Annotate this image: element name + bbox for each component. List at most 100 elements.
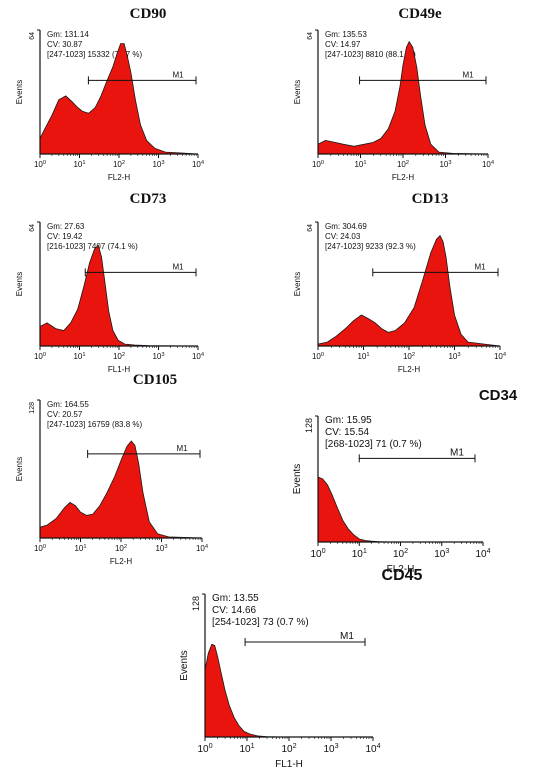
stats-line: [254-1023] 73 (0.7 %) <box>212 617 309 628</box>
x-tick-label: 104 <box>192 160 205 169</box>
chart-title: CD49e <box>398 6 442 22</box>
x-tick-label: 101 <box>354 160 366 169</box>
y-axis-label: Events <box>179 650 190 681</box>
x-tick-label: 102 <box>403 352 415 361</box>
x-tick-label: 102 <box>115 544 127 553</box>
y-axis-label: Events <box>15 80 24 104</box>
histogram-area <box>317 476 484 543</box>
stats-line: CV: 14.66 <box>212 605 257 616</box>
x-tick-label: 101 <box>74 544 86 553</box>
y-tick-label: 64 <box>29 32 36 40</box>
stats-line: [247-1023] 8810 (88.1 %) <box>325 50 416 59</box>
marker-m1-label: M1 <box>172 70 184 79</box>
stats-line: CV: 24.03 <box>325 232 361 241</box>
x-tick-label: 101 <box>239 741 254 755</box>
stats-line: [247-1023] 15332 (76.7 %) <box>47 50 143 59</box>
histogram-area <box>39 244 199 347</box>
y-axis-label: Events <box>15 272 24 296</box>
x-tick-label: 101 <box>357 352 369 361</box>
x-tick-label: 101 <box>73 352 85 361</box>
x-tick-label: 100 <box>312 160 324 169</box>
x-axis-label: FL2-H <box>387 564 415 575</box>
x-tick-label: 100 <box>34 160 46 169</box>
x-tick-label: 102 <box>397 160 409 169</box>
stats-line: Gm: 27.63 <box>47 222 85 231</box>
marker-m1-label: M1 <box>172 262 184 271</box>
stats-line: Gm: 131.14 <box>47 30 89 39</box>
stats-line: Gm: 304.69 <box>325 222 367 231</box>
stats-line: CV: 14.97 <box>325 40 361 49</box>
stats-line: [247-1023] 9233 (92.3 %) <box>325 242 416 251</box>
x-tick-label: 100 <box>197 741 212 755</box>
x-tick-label: 102 <box>393 546 408 560</box>
x-axis-label: FL1-H <box>275 759 303 769</box>
stats-line: Gm: 15.95 <box>325 415 372 426</box>
x-axis-label: FL2-H <box>392 173 414 182</box>
marker-m1-label: M1 <box>340 631 354 642</box>
x-tick-label: 104 <box>494 352 507 361</box>
x-tick-label: 103 <box>323 741 338 755</box>
x-tick-label: 104 <box>482 160 495 169</box>
x-tick-label: 102 <box>113 352 125 361</box>
y-axis-label: Events <box>15 457 24 481</box>
y-axis-label: Events <box>293 272 302 296</box>
histogram-area <box>204 643 374 738</box>
chart-title: CD73 <box>130 191 167 207</box>
x-tick-label: 100 <box>34 352 46 361</box>
x-tick-label: 103 <box>439 160 451 169</box>
stats-line: CV: 20.57 <box>47 410 83 419</box>
x-tick-label: 101 <box>73 160 85 169</box>
marker-m1-label: M1 <box>474 262 486 271</box>
stats-line: Gm: 164.55 <box>47 400 89 409</box>
x-tick-label: 103 <box>155 544 167 553</box>
x-tick-label: 104 <box>365 741 380 755</box>
y-tick-label: 64 <box>307 32 314 40</box>
x-tick-label: 101 <box>352 546 367 560</box>
histogram-area <box>39 43 199 155</box>
x-tick-label: 100 <box>34 544 46 553</box>
histogram-area <box>39 440 203 539</box>
stats-line: CV: 30.87 <box>47 40 83 49</box>
stats-line: [247-1023] 16759 (83.8 %) <box>47 420 143 429</box>
chart-title: CD105 <box>133 372 177 388</box>
x-tick-label: 103 <box>152 160 164 169</box>
chart-title: CD34 <box>479 387 518 404</box>
x-tick-label: 103 <box>434 546 449 560</box>
histogram-area <box>317 40 489 155</box>
stats-line: Gm: 135.53 <box>325 30 367 39</box>
x-tick-label: 100 <box>310 546 325 560</box>
x-axis-label: FL1-H <box>108 365 130 374</box>
stats-line: CV: 19.42 <box>47 232 83 241</box>
y-axis-label: Events <box>292 464 303 495</box>
x-axis-label: FL2-H <box>110 557 132 566</box>
x-tick-label: 102 <box>281 741 296 755</box>
x-tick-label: 100 <box>312 352 324 361</box>
x-axis-label: FL2-H <box>398 365 420 374</box>
x-tick-label: 104 <box>196 544 209 553</box>
x-tick-label: 103 <box>448 352 460 361</box>
x-tick-label: 104 <box>475 546 490 560</box>
y-tick-label: 64 <box>307 224 314 232</box>
marker-m1-label: M1 <box>450 447 464 458</box>
x-axis-label: FL2-H <box>108 173 130 182</box>
marker-m1-label: M1 <box>462 70 474 79</box>
x-tick-label: 103 <box>152 352 164 361</box>
stats-line: [268-1023] 71 (0.7 %) <box>325 439 422 450</box>
chart-title: CD45 <box>382 567 423 584</box>
stats-line: [216-1023] 7407 (74.1 %) <box>47 242 138 251</box>
stats-line: CV: 15.54 <box>325 427 370 438</box>
x-tick-label: 104 <box>192 352 205 361</box>
y-tick-label: 64 <box>29 224 36 232</box>
y-tick-label: 128 <box>304 418 314 433</box>
y-tick-label: 128 <box>191 596 201 611</box>
marker-m1-label: M1 <box>176 444 188 453</box>
x-tick-label: 102 <box>113 160 125 169</box>
chart-title: CD90 <box>130 6 167 22</box>
